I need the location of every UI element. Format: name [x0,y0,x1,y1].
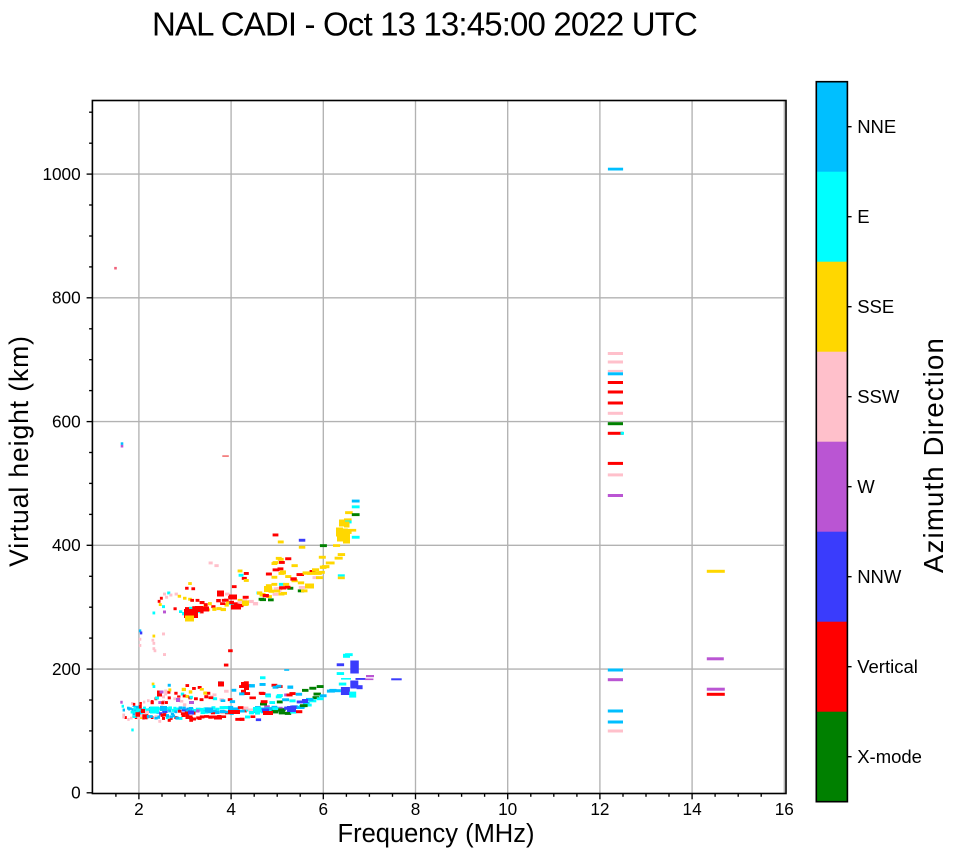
svg-text:16: 16 [775,799,794,819]
svg-text:400: 400 [52,535,81,555]
svg-text:2: 2 [134,799,144,819]
svg-text:SSE: SSE [857,296,894,317]
svg-text:Azimuth Direction: Azimuth Direction [918,337,949,573]
svg-text:NNW: NNW [857,566,902,587]
svg-text:SSW: SSW [857,386,900,407]
svg-text:10: 10 [498,799,517,819]
svg-text:12: 12 [590,799,609,819]
svg-text:8: 8 [411,799,421,819]
svg-text:200: 200 [52,659,81,679]
svg-text:W: W [857,476,875,497]
svg-text:NAL CADI - Oct 13 13:45:00 202: NAL CADI - Oct 13 13:45:00 2022 UTC [152,6,697,43]
svg-text:800: 800 [52,288,81,308]
svg-text:NNE: NNE [857,116,896,137]
svg-text:1000: 1000 [42,164,80,184]
svg-text:Vertical: Vertical [857,656,918,677]
svg-text:600: 600 [52,412,81,432]
svg-text:E: E [857,206,869,227]
svg-text:Virtual height (km): Virtual height (km) [4,335,34,567]
svg-text:Frequency (MHz): Frequency (MHz) [338,820,535,848]
svg-text:14: 14 [683,799,703,819]
svg-text:6: 6 [319,799,329,819]
svg-text:0: 0 [71,783,81,803]
svg-text:X-mode: X-mode [857,746,922,767]
svg-text:4: 4 [226,799,236,819]
